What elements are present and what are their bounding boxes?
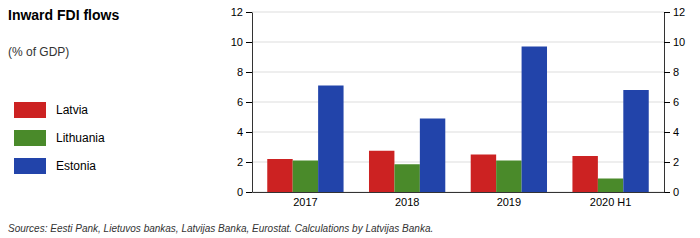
tick-mark: [246, 102, 252, 103]
tick-label: 4: [673, 126, 679, 138]
bars: [267, 47, 648, 193]
tick-label: 10: [231, 36, 243, 48]
tick-mark: [246, 42, 252, 43]
tick: 12: [664, 6, 685, 18]
tick-label: 4: [237, 126, 243, 138]
tick-mark: [664, 72, 670, 73]
legend-swatch: [14, 130, 46, 146]
tick-label: 2017: [293, 196, 317, 208]
tick-label: 0: [237, 186, 243, 198]
tick-mark: [246, 12, 252, 13]
tick-mark: [664, 12, 670, 13]
y2-axis: 0 2 4 6 8 10 12: [664, 6, 685, 198]
bar: [522, 47, 547, 193]
bar: [471, 155, 496, 193]
tick: 8: [664, 66, 679, 78]
tick: 0: [237, 186, 252, 198]
chart: Inward FDI flows (% of GDP) 0 2 4 6 8 10 12 0 2 4 6 8…: [0, 0, 700, 238]
tick-label: 12: [673, 6, 685, 18]
legend-swatch: [14, 158, 46, 174]
annotation: Sources: Eesti Pank, Lietuvos bankas, La…: [8, 223, 433, 234]
tick-mark: [246, 192, 252, 193]
legend-item: Lithuania: [14, 130, 105, 146]
grid: [252, 12, 664, 192]
tick: 2: [664, 156, 679, 168]
tick-label: 0: [673, 186, 679, 198]
bar: [267, 159, 292, 192]
bar: [318, 86, 343, 193]
legend: Latvia Lithuania Estonia: [14, 102, 105, 174]
tick: 6: [664, 96, 679, 108]
tick: 0: [664, 186, 679, 198]
bar: [369, 151, 394, 192]
tick-mark: [246, 72, 252, 73]
bar: [293, 161, 318, 193]
bar: [496, 161, 521, 193]
tick-label: 12: [231, 6, 243, 18]
bar: [623, 90, 648, 192]
tick-mark: [664, 42, 670, 43]
title: Inward FDI flows: [8, 7, 119, 23]
tick: 6: [237, 96, 252, 108]
tick-label: 2020 H1: [590, 196, 632, 208]
tick-label: 8: [237, 66, 243, 78]
axis-line: [253, 192, 665, 193]
legend-swatch: [14, 102, 46, 118]
legend-item: Latvia: [14, 102, 88, 118]
tick: 8: [237, 66, 252, 78]
tick-label: 2: [237, 156, 243, 168]
grid-line: [252, 102, 664, 103]
grid-line: [252, 42, 664, 43]
tick: 4: [237, 126, 252, 138]
tick-mark: [246, 132, 252, 133]
tick-label: 6: [237, 96, 243, 108]
legend-label: Latvia: [56, 103, 88, 117]
y-axis: 0 2 4 6 8 10 12: [231, 6, 253, 198]
tick: 10: [664, 36, 685, 48]
tick: 2019: [497, 196, 521, 208]
legend-item: Estonia: [14, 158, 96, 174]
tick-mark: [664, 192, 670, 193]
tick-mark: [664, 132, 670, 133]
grid-line: [252, 132, 664, 133]
tick: 4: [664, 126, 679, 138]
tick-mark: [246, 162, 252, 163]
tick-label: 2019: [497, 196, 521, 208]
bar: [598, 179, 623, 193]
tick: 2020 H1: [590, 196, 632, 208]
tick: 2018: [395, 196, 419, 208]
tick-label: 10: [673, 36, 685, 48]
grid-line: [252, 72, 664, 73]
tick-label: 6: [673, 96, 679, 108]
bar: [394, 164, 419, 192]
tick: 12: [231, 6, 252, 18]
tick: 2017: [293, 196, 317, 208]
legend-label: Estonia: [56, 159, 96, 173]
x-axis: 2017 2018 2019 2020 H1: [253, 193, 665, 208]
tick-label: 2: [673, 156, 679, 168]
axis-line: [252, 13, 253, 193]
tick-label: 8: [673, 66, 679, 78]
legend-label: Lithuania: [56, 131, 105, 145]
bar: [572, 156, 597, 192]
tick: 2: [237, 156, 252, 168]
tick: 10: [231, 36, 252, 48]
bar: [420, 119, 445, 193]
tick-mark: [664, 102, 670, 103]
tick-label: 2018: [395, 196, 419, 208]
tick-mark: [664, 162, 670, 163]
subtitle: (% of GDP): [8, 45, 69, 59]
grid-line: [252, 12, 664, 13]
